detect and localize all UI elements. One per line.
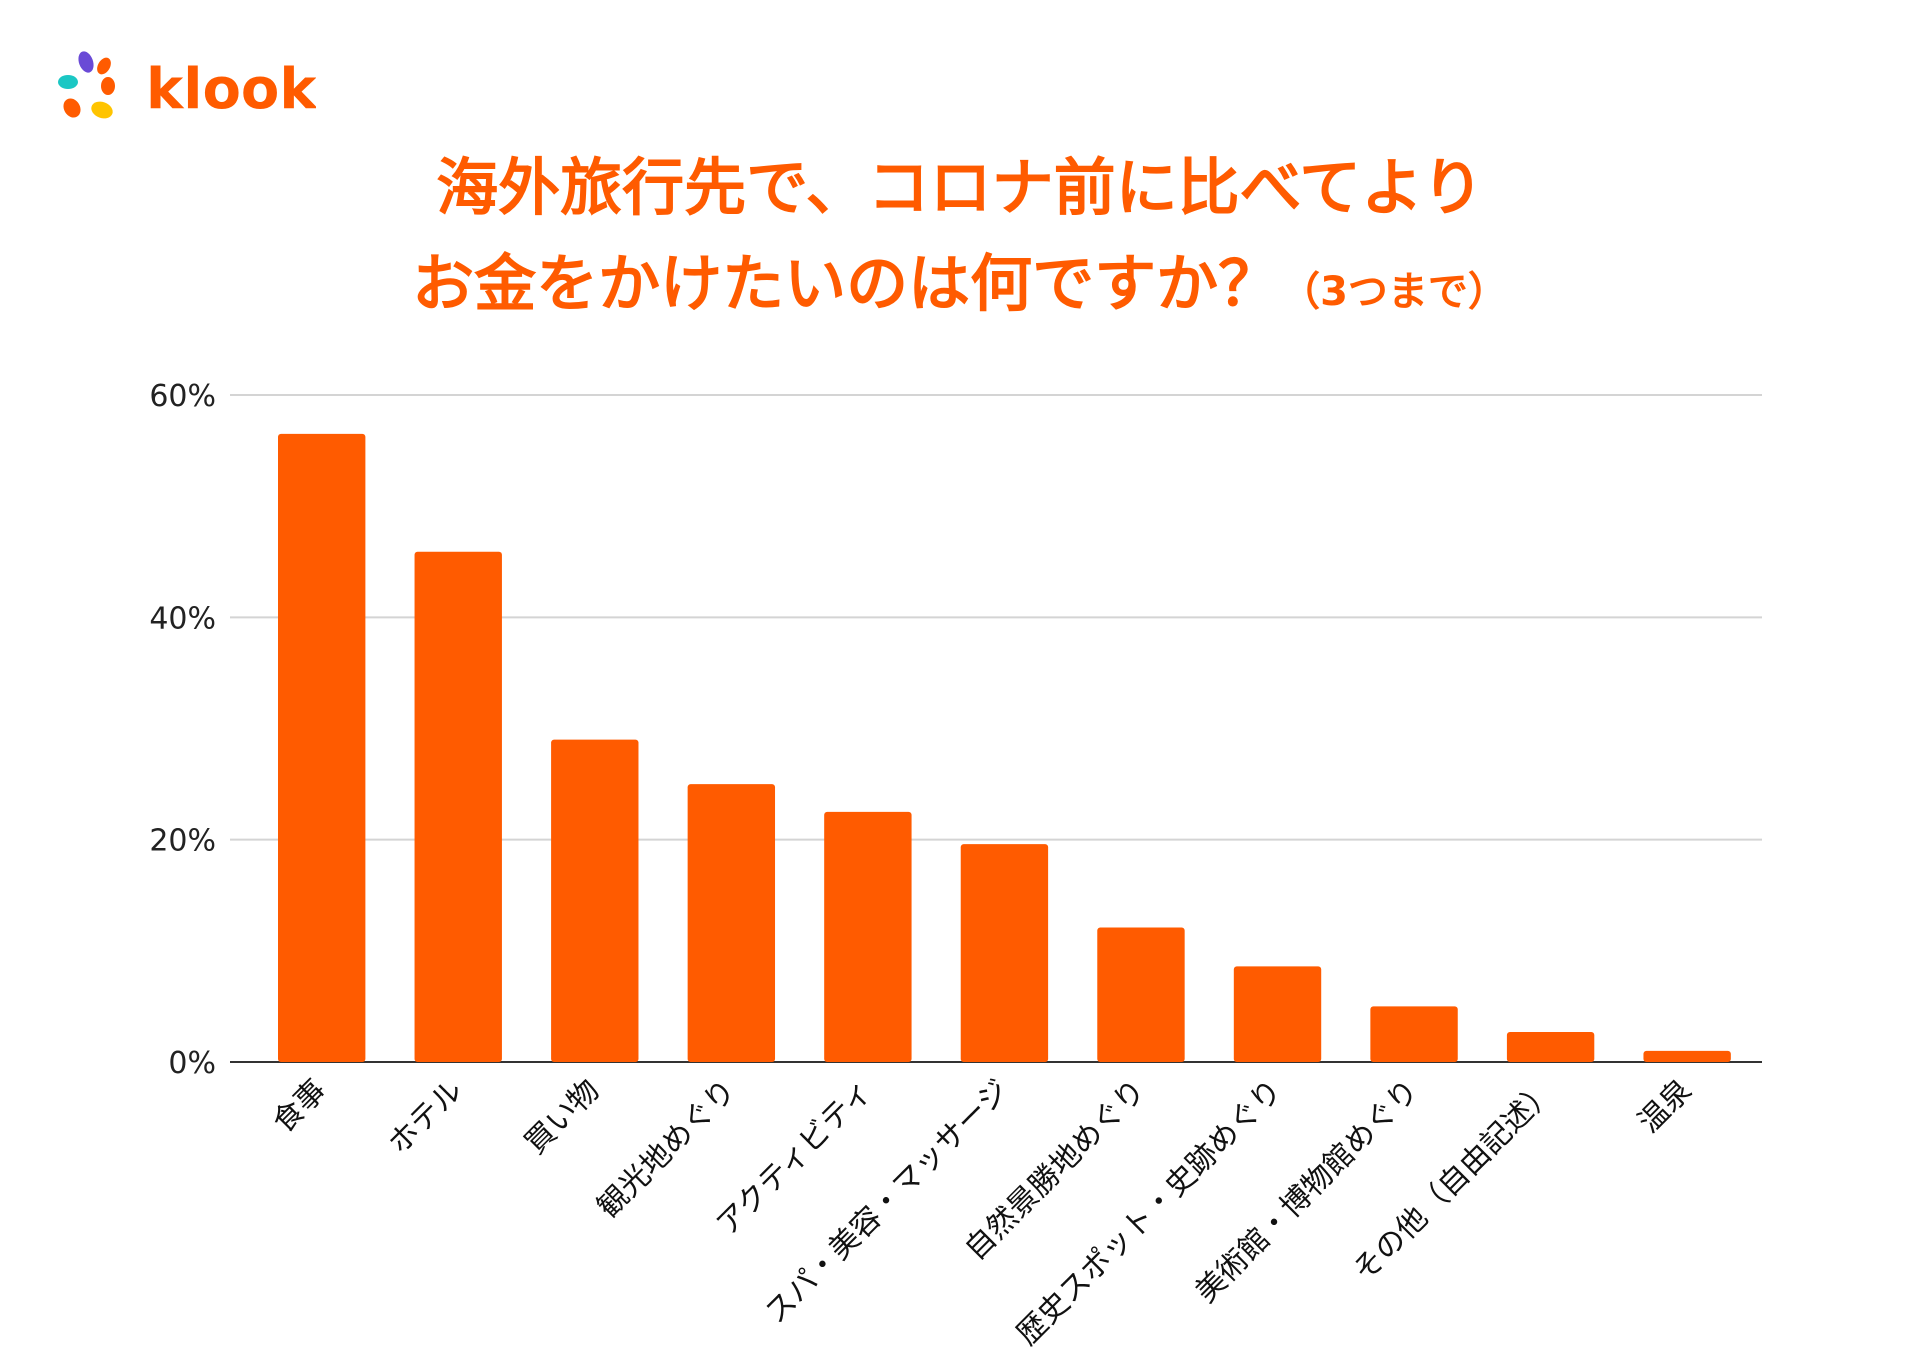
x-tick-label: 美術館・博物館めぐり: [1189, 1073, 1426, 1310]
x-tick-label: ホテル: [382, 1073, 470, 1161]
x-tick-label: スパ・美容・マッサージ: [758, 1073, 1016, 1331]
y-tick-label: 20%: [149, 824, 216, 859]
chart-title-line2: お金をかけたいのは何ですか？（3つまで）: [0, 236, 1920, 340]
y-axis-ticks: 0% 20% 40% 60%: [149, 379, 216, 1081]
bar: [551, 739, 639, 1062]
bar: [1233, 966, 1322, 1062]
y-tick-label: 60%: [149, 379, 216, 414]
bar: [687, 784, 776, 1062]
y-tick-label: 40%: [149, 601, 216, 636]
x-tick-label: 温泉: [1632, 1073, 1699, 1140]
y-tick-label: 0%: [168, 1046, 216, 1081]
x-tick-label: 食事: [266, 1073, 333, 1140]
chart-title: 海外旅行先で、コロナ前に比べてより お金をかけたいのは何ですか？（3つまで）: [0, 140, 1920, 340]
bar: [1506, 1031, 1595, 1062]
chart-title-question: お金をかけたいのは何ですか？: [412, 247, 1281, 320]
bars: [278, 433, 1731, 1062]
bar: [960, 844, 1049, 1062]
bar: [414, 551, 502, 1062]
x-axis-labels: 食事 ホテル 買い物観光地めぐりアクティビティスパ・美容・マッサージ自然景勝地めぐり…: [266, 1073, 1699, 1352]
x-tick-label: 買い物: [518, 1073, 606, 1161]
bar: [1643, 1050, 1731, 1062]
bar: [1370, 1006, 1458, 1062]
klook-logo: klook: [56, 46, 318, 136]
bar: [1097, 927, 1185, 1062]
brand-name: klook: [146, 57, 316, 122]
chart-title-suffix: （3つまで）: [1280, 269, 1508, 315]
klook-logo-icon: [58, 51, 115, 119]
bar: [278, 433, 366, 1062]
bar: [824, 811, 912, 1062]
chart-title-line1: 海外旅行先で、コロナ前に比べてより: [436, 151, 1484, 224]
x-tick-label: 歴史スポット・史跡めぐり: [1010, 1073, 1289, 1352]
x-tick-label: 観光地めぐり: [591, 1073, 743, 1225]
